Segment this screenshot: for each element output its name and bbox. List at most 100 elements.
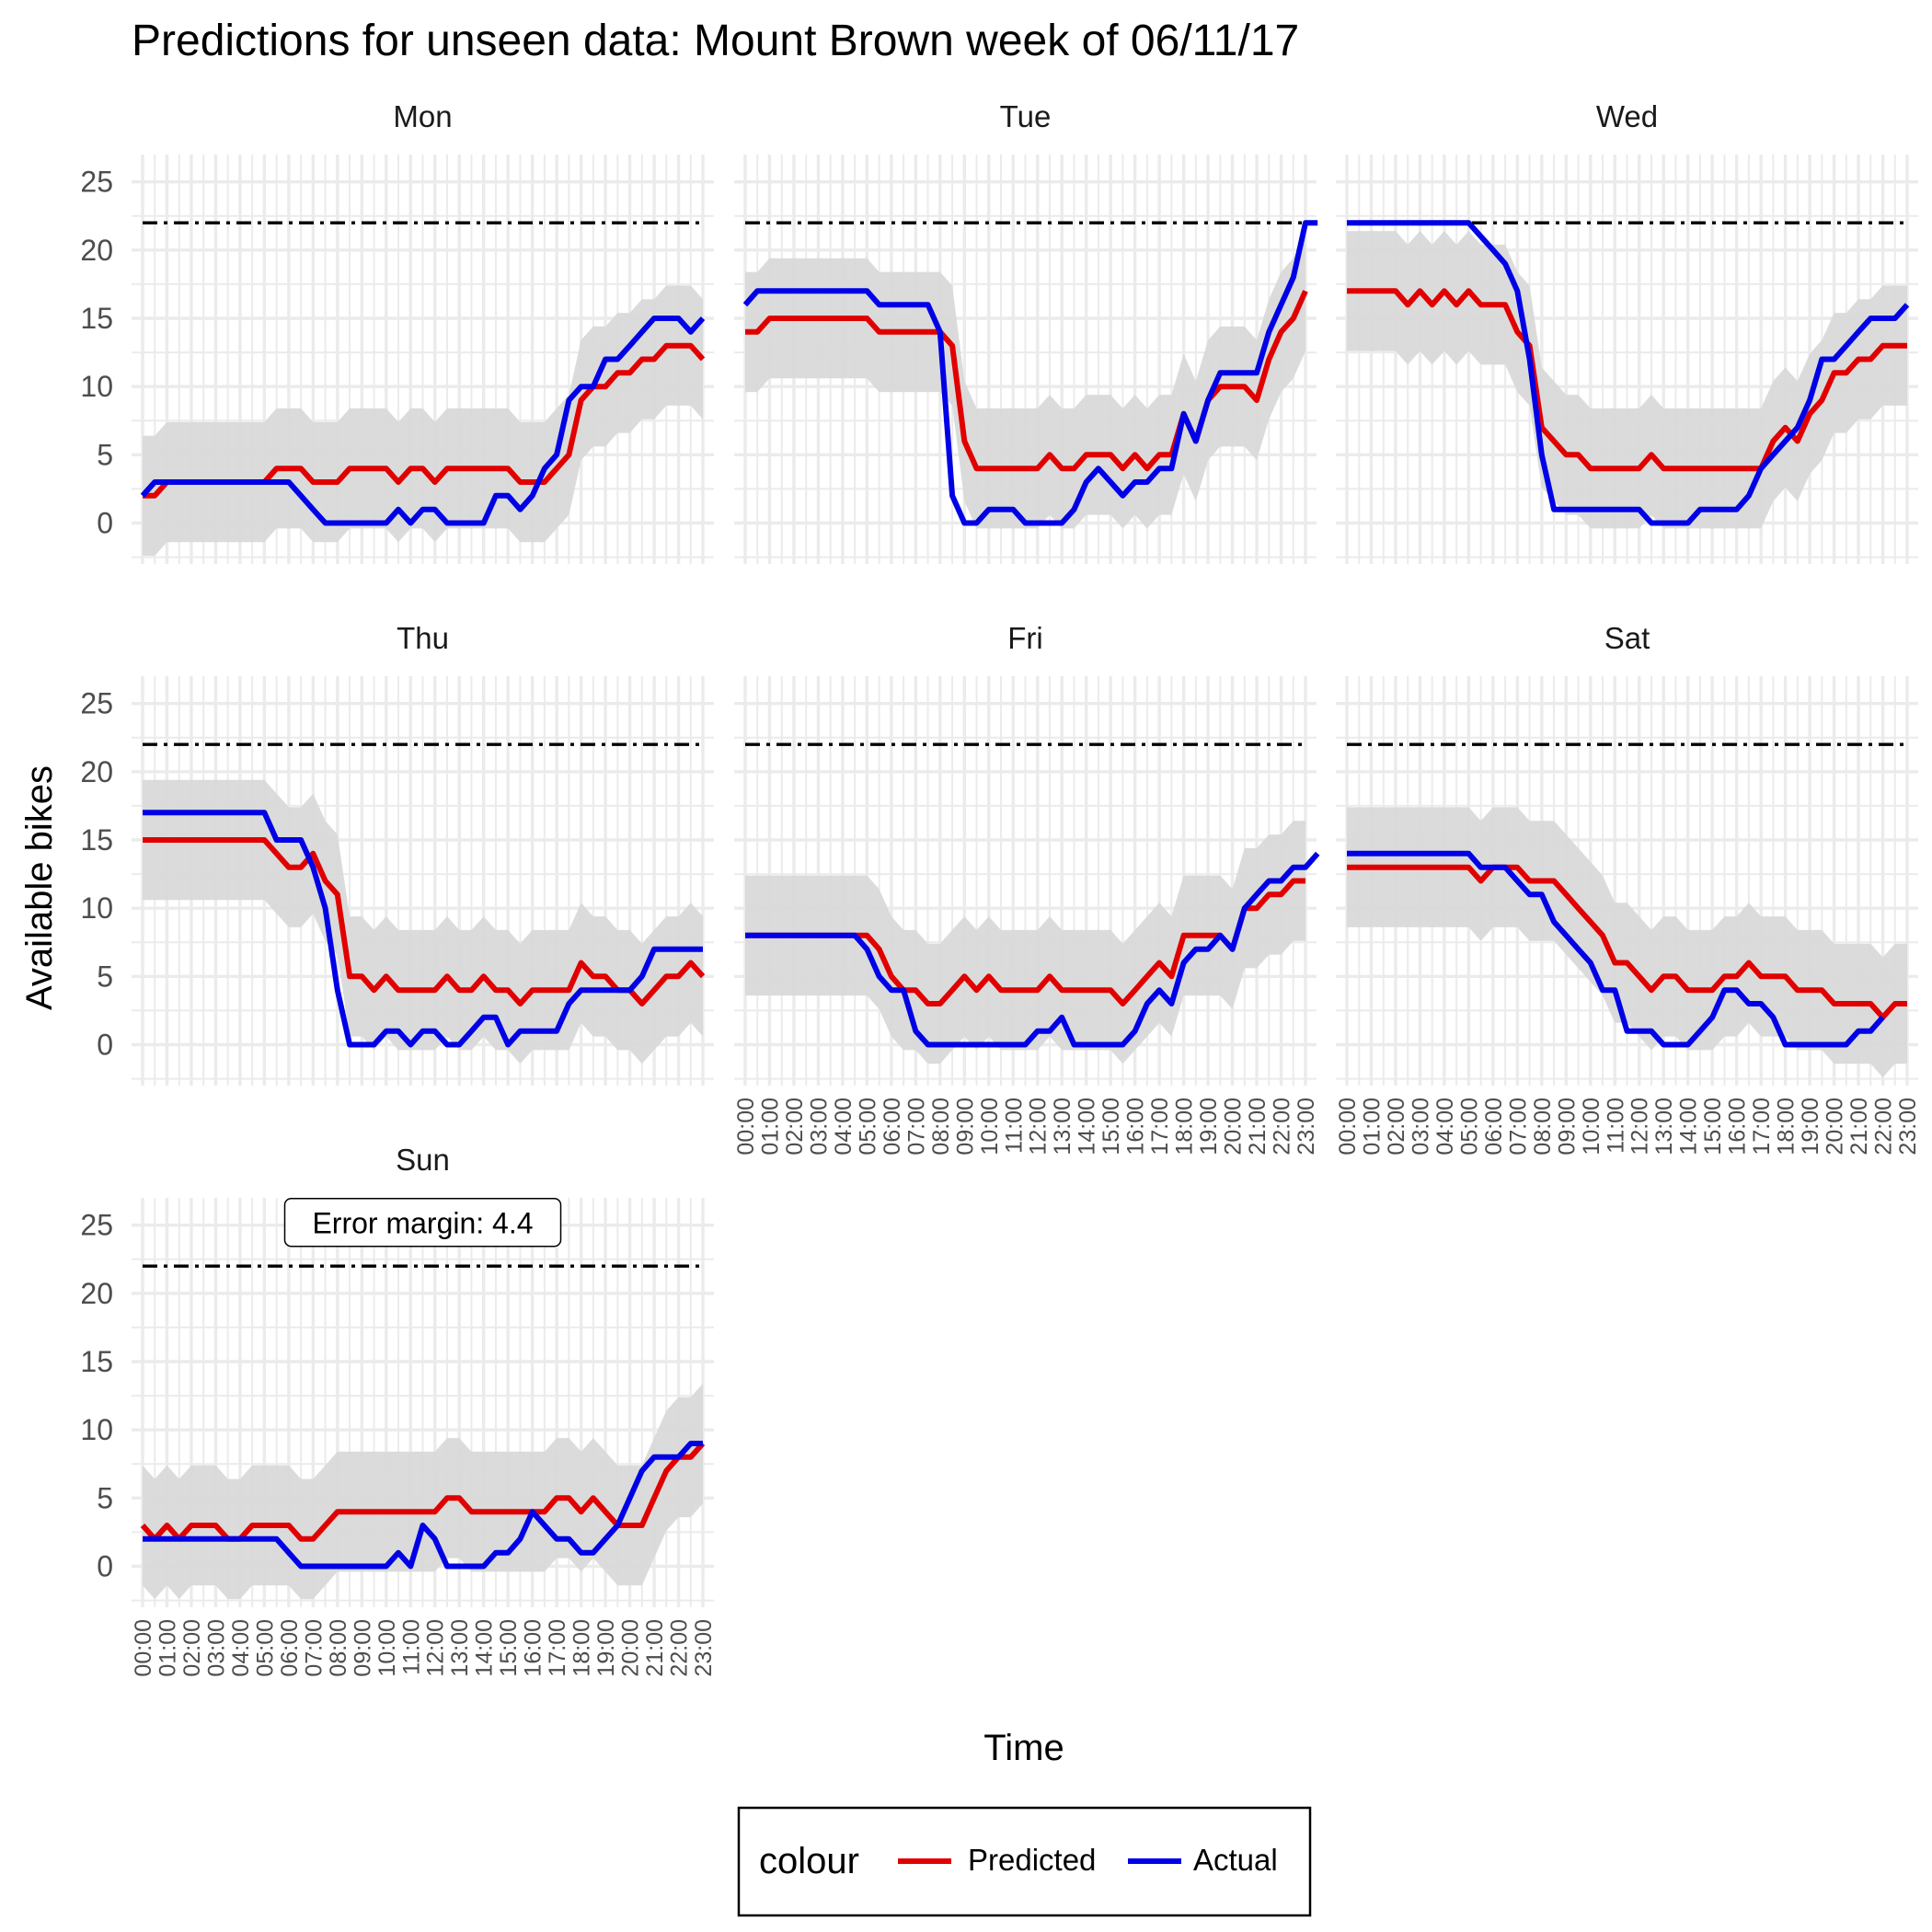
ribbon-error-band <box>143 285 703 557</box>
y-tick-label: 5 <box>97 960 113 993</box>
x-tick-label: 19:00 <box>593 1619 619 1677</box>
x-tick-label: 01:00 <box>1360 1098 1386 1156</box>
series-line-actual <box>143 810 703 1048</box>
x-tick-label: 09:00 <box>1554 1098 1580 1156</box>
x-tick-label: 18:00 <box>569 1619 595 1677</box>
x-tick-label: 03:00 <box>1408 1098 1433 1156</box>
x-tick-label: 14:00 <box>1075 1098 1100 1156</box>
annotation-box <box>283 1197 562 1248</box>
x-tick-label: 17:00 <box>1147 1098 1173 1156</box>
x-tick-label: 21:00 <box>1245 1098 1271 1156</box>
legend-label-predicted: Predicted <box>968 1843 1096 1877</box>
x-tick-label: 23:00 <box>1294 1098 1319 1156</box>
x-tick-label: 18:00 <box>1172 1098 1198 1156</box>
x-tick-label: 16:00 <box>521 1619 546 1677</box>
legend-title: colour <box>759 1841 859 1881</box>
y-tick-label: 0 <box>97 1550 113 1583</box>
legend-box <box>737 1806 1312 1917</box>
panel-label: Tue <box>1000 99 1052 133</box>
y-axis-label: Available bikes <box>19 765 60 1010</box>
series-line-actual <box>1347 220 1910 526</box>
x-tick-label: 20:00 <box>618 1619 644 1677</box>
x-tick-label: 17:00 <box>545 1619 570 1677</box>
x-tick-label: 09:00 <box>952 1098 978 1156</box>
y-tick-label: 15 <box>80 302 113 335</box>
x-tick-label: 22:00 <box>1270 1098 1295 1156</box>
y-tick-label: 10 <box>80 891 113 925</box>
x-tick-label: 22:00 <box>1871 1098 1897 1156</box>
x-tick-label: 12:00 <box>1026 1098 1052 1156</box>
y-tick-label: 20 <box>80 234 113 267</box>
panel-sat: Sat 00:0001:0002:0003:0004:0005:0006:0007… <box>1335 621 1921 1156</box>
x-tick-label: 10:00 <box>977 1098 1003 1156</box>
y-tick-label: 20 <box>80 755 113 788</box>
panel-label: Mon <box>393 99 452 133</box>
x-tick-label: 04:00 <box>1432 1098 1458 1156</box>
x-tick-label: 14:00 <box>1676 1098 1702 1156</box>
x-tick-label: 06:00 <box>1481 1098 1507 1156</box>
x-tick-label: 05:00 <box>1456 1098 1482 1156</box>
series-line-actual <box>1347 850 1885 1048</box>
y-tick-label: 25 <box>80 687 113 720</box>
panel-sun: Sun 0 5 10 15 20 25 00:0001:0002:0003:0004:0005… <box>80 1143 717 1677</box>
x-tick-label: 15:00 <box>1700 1098 1726 1156</box>
panel-label: Sun <box>396 1143 450 1177</box>
x-tick-label: 05:00 <box>855 1098 880 1156</box>
y-tick-label: 25 <box>80 1209 113 1242</box>
series-line-predicted <box>745 290 1308 472</box>
x-tick-label: 16:00 <box>1725 1098 1751 1156</box>
x-tick-label: 21:00 <box>1846 1098 1872 1156</box>
chart-title: Predictions for unseen data: Mount Brown… <box>132 17 1299 65</box>
ribbon-error-band <box>745 821 1305 1064</box>
x-tick-label: 03:00 <box>806 1098 832 1156</box>
series-line-actual <box>742 220 1318 526</box>
x-tick-label: 11:00 <box>1603 1098 1628 1154</box>
x-tick-label: 02:00 <box>179 1619 205 1677</box>
annotation-text: Error margin: 4.4 <box>312 1207 533 1240</box>
legend-label-actual: Actual <box>1193 1843 1278 1877</box>
x-tick-label: 08:00 <box>1530 1098 1556 1156</box>
x-axis-label: Time <box>983 1728 1064 1768</box>
panel-wed: Wed <box>1336 99 1918 564</box>
panel-label: Sat <box>1604 621 1650 655</box>
x-tick-label: 15:00 <box>1098 1098 1124 1156</box>
x-tick-label: 03:00 <box>203 1619 229 1677</box>
panel-label: Thu <box>397 621 449 655</box>
x-tick-label: 17:00 <box>1749 1098 1775 1156</box>
x-tick-label: 00:00 <box>131 1619 156 1677</box>
x-tick-label: 21:00 <box>642 1619 668 1677</box>
x-tick-label: 07:00 <box>903 1098 929 1156</box>
x-tick-label: 02:00 <box>1384 1098 1409 1156</box>
x-tick-label: 23:00 <box>691 1619 717 1677</box>
x-tick-label: 15:00 <box>496 1619 522 1677</box>
x-tick-label: 12:00 <box>1627 1098 1653 1156</box>
x-tick-label: 13:00 <box>447 1619 473 1677</box>
series-line-predicted <box>143 342 706 499</box>
x-tick-label: 14:00 <box>472 1619 498 1677</box>
y-tick-label: 0 <box>97 1029 113 1062</box>
series-line-predicted <box>1347 864 1907 1020</box>
panel-label: Fri <box>1007 621 1042 655</box>
series-line-actual <box>143 1441 703 1570</box>
x-tick-label: 13:00 <box>1651 1098 1677 1156</box>
x-tick-label: 11:00 <box>398 1619 424 1675</box>
x-tick-label: 09:00 <box>350 1619 375 1677</box>
x-tick-label: 06:00 <box>880 1098 905 1156</box>
x-tick-label: 01:00 <box>758 1098 784 1156</box>
panel-mon: Mon 0 5 10 15 20 25 <box>80 99 714 564</box>
y-tick-label: 10 <box>80 370 113 403</box>
panel-tue: Tue <box>734 99 1318 564</box>
x-tick-label: 19:00 <box>1196 1098 1222 1156</box>
panel-label: Wed <box>1596 99 1658 133</box>
y-tick-label: 0 <box>97 507 113 540</box>
x-tick-label: 10:00 <box>1579 1098 1604 1156</box>
x-tick-label: 19:00 <box>1798 1098 1823 1156</box>
y-tick-label: 15 <box>80 823 113 857</box>
x-tick-label: 23:00 <box>1895 1098 1921 1156</box>
x-tick-label: 00:00 <box>1335 1098 1361 1156</box>
x-tick-label: 08:00 <box>326 1619 351 1677</box>
x-tick-label: 02:00 <box>782 1098 808 1156</box>
y-tick-label: 15 <box>80 1345 113 1378</box>
legend: colour Predicted Actual <box>737 1806 1312 1917</box>
